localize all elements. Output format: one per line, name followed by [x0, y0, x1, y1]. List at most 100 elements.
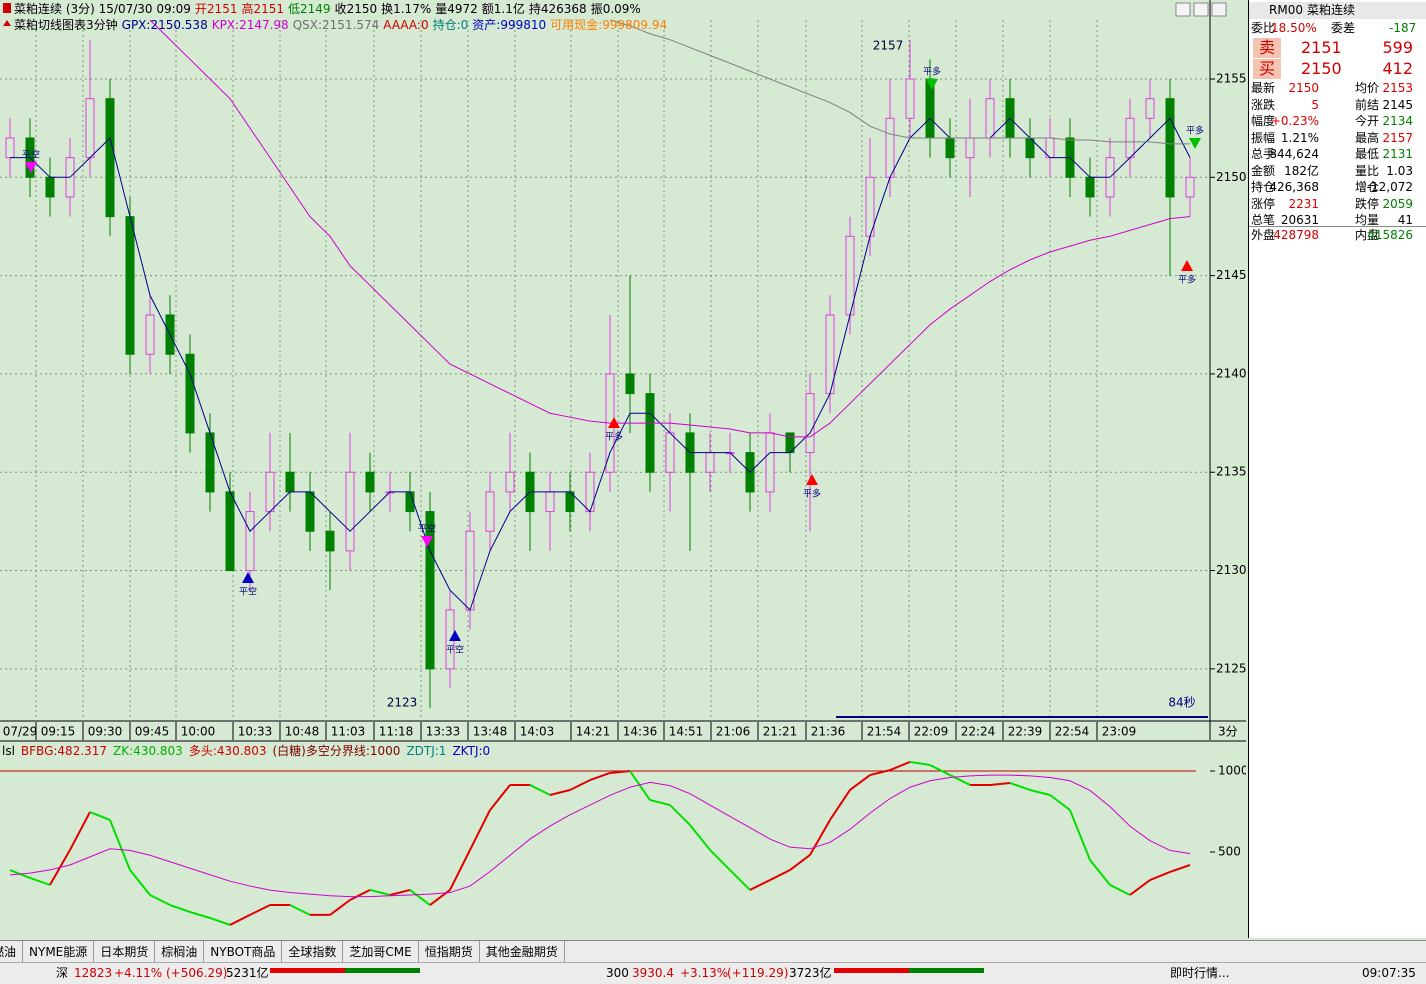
indicator-segment [449, 849, 471, 891]
y-tick-label: 2145 [1216, 268, 1246, 282]
signal-label: 平多 [1186, 125, 1204, 137]
x-tick-label: 21:36 [811, 725, 846, 739]
quote-value: +0.23% [1270, 114, 1319, 128]
tab[interactable]: 其他金融期货 [480, 941, 565, 963]
x-tick-label: 11:03 [331, 725, 366, 739]
indicator-segment [909, 760, 931, 767]
icon [3, 20, 11, 26]
quote-label: 增仓 [1355, 180, 1380, 194]
candle-body [5, 137, 15, 159]
x-tick-label: 11:18 [379, 725, 414, 739]
header-line: 菜粕切线图表3分钟 GPX:2150.538 KPX:2147.98 QSX:2151… [14, 17, 671, 33]
indicator-segment [169, 904, 191, 913]
signal-arrow [421, 536, 433, 547]
candle-body [365, 471, 375, 493]
indicator-segment [589, 772, 611, 782]
status-field: 300 [606, 966, 629, 980]
header-field: 开2151 [194, 2, 238, 16]
signal-label: 平空 [446, 644, 464, 656]
indicator-segment [189, 911, 211, 919]
x-tick-label: 21:21 [763, 725, 798, 739]
quote-label: 最高 [1355, 130, 1380, 145]
x-tick-label: 10:33 [238, 725, 273, 739]
signal-label: 平空 [418, 523, 436, 535]
signal-label: 平空 [239, 586, 257, 598]
signal-label: 平多 [803, 488, 821, 500]
header-field: 量4972 [435, 2, 478, 16]
quote-label: 振幅 [1251, 130, 1276, 145]
candle-body [1125, 117, 1135, 159]
candle-body [465, 530, 475, 611]
quote-label: 前结 [1355, 97, 1380, 112]
chart-area: 2125 2130 2135 2140 2145 2150 2155 07/29 09:15 09… [0, 0, 1246, 926]
indicator-field: ZDTJ:1 [406, 744, 446, 758]
quote-panel: RM00 菜粕连续 委比 18.50% 委差 -187 卖 2151 599 买 2150 412 最新… [1248, 0, 1426, 938]
indicator-segment [569, 779, 591, 791]
indicator-segment [1009, 782, 1031, 791]
candle-body [345, 471, 355, 552]
candle-body [265, 471, 275, 513]
tab[interactable]: 棕榈油 [155, 941, 205, 963]
indicator-segment [549, 789, 571, 796]
y-tick-label: 2150 [1216, 170, 1246, 184]
x-tick-label: 22:24 [961, 725, 996, 739]
indicator-segment [349, 889, 371, 901]
header-field: QSX:2151.574 [292, 18, 380, 32]
tab[interactable]: 燃油 [0, 941, 24, 963]
quote-value: 41 [1397, 213, 1413, 227]
window-button[interactable] [1211, 2, 1227, 17]
x-tick-label: 09:30 [88, 725, 123, 739]
status-field: (+506.29) [166, 966, 228, 980]
candle-body [1085, 176, 1095, 198]
y-tick-label: 500 [1218, 845, 1241, 859]
indicator-segment [869, 769, 891, 777]
status-field: +4.11% [114, 966, 163, 980]
indicator-segment [809, 819, 831, 856]
quote-value: 844,624 [1269, 147, 1319, 161]
candle-body [665, 432, 675, 473]
signal-label: 平多 [923, 66, 941, 78]
tab[interactable]: 日本期货 [94, 941, 156, 963]
indicator-segment [409, 889, 431, 906]
tab[interactable]: 恒指期货 [419, 941, 480, 963]
quote-value: 2153 [1382, 81, 1413, 95]
quote-row: 幅度 +0.23% 今开 2134 [1249, 113, 1426, 130]
indicator-segment [229, 914, 251, 926]
annotation: 2157 [873, 39, 904, 53]
indicator-field: ZKTJ:0 [452, 744, 490, 758]
quote-row: 买 2150 412 [1249, 59, 1426, 79]
quote-label: 最低 [1355, 147, 1380, 161]
tab[interactable]: 芝加哥CME [343, 941, 419, 963]
indicator-segment [369, 888, 391, 896]
quote-row: 涨停 2231 跌停 2059 [1249, 196, 1426, 213]
tab[interactable]: 全球指数 [282, 941, 344, 963]
signal-label: 平多 [605, 431, 623, 443]
tab[interactable]: NYBOT商品 [204, 941, 283, 963]
quote-price: 2150 [1301, 59, 1342, 78]
header-field: 可用现金:999809.94 [550, 18, 668, 32]
tab[interactable]: NYME能源 [23, 941, 95, 963]
candle-body [485, 491, 495, 532]
indicator-segment [529, 784, 551, 796]
window-button[interactable] [1175, 2, 1191, 17]
x-tick-label: 09:45 [135, 725, 170, 739]
quote-row: 卖 2151 599 [1249, 38, 1426, 58]
window-button[interactable] [1193, 2, 1209, 17]
x-tick-label: 13:48 [473, 725, 508, 739]
quote-label: 涨跌 [1251, 97, 1276, 112]
candle-body [105, 98, 115, 218]
candle-body [805, 393, 815, 454]
quote-label: 今开 [1355, 114, 1380, 128]
candle-body [765, 432, 775, 493]
indicator-segment [849, 774, 871, 791]
status-field: 3723亿 [789, 966, 832, 980]
x-tick-label: 14:51 [669, 725, 704, 739]
status-field: (+119.29) [727, 966, 789, 980]
indicator-segment [729, 869, 751, 891]
annotation: 84秒 [1168, 696, 1195, 710]
indicator-segment [109, 819, 131, 871]
signal-arrow [25, 162, 37, 173]
candle-body [405, 491, 415, 513]
candle-body [905, 78, 915, 119]
x-tick-label: 22:39 [1008, 725, 1043, 739]
